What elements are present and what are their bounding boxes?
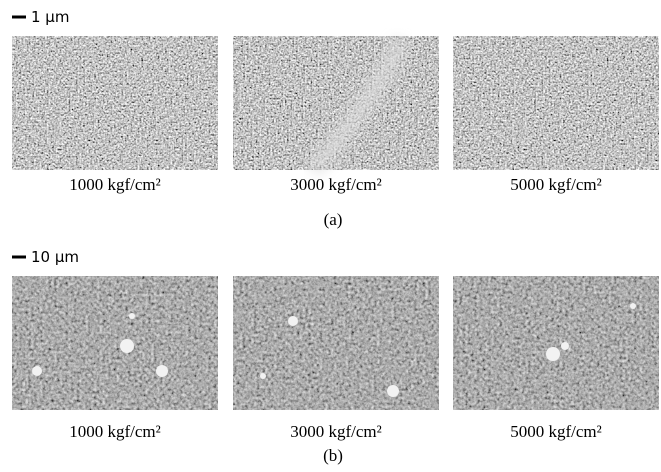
- image-caption: 5000 kgf/cm²: [510, 422, 602, 441]
- sem-image: [12, 276, 218, 410]
- particle: [561, 342, 569, 350]
- figure: 1 μm 1000 kgf/cm² 3000 kgf/cm² 5000 kgf/cm²…: [0, 0, 661, 472]
- image-caption: 3000 kgf/cm²: [290, 175, 382, 194]
- particle: [387, 385, 399, 397]
- sem-image: [233, 276, 439, 410]
- particle: [546, 347, 560, 361]
- panel-label: (b): [323, 446, 343, 465]
- particle: [288, 316, 298, 326]
- scale-bar-label: 1 μm: [31, 8, 69, 26]
- particle: [260, 373, 266, 379]
- image-caption: 1000 kgf/cm²: [69, 422, 161, 441]
- particle: [630, 303, 636, 309]
- panel-label: (a): [324, 210, 343, 229]
- image-caption: 5000 kgf/cm²: [510, 175, 602, 194]
- image-caption: 1000 kgf/cm²: [69, 175, 161, 194]
- particle: [156, 365, 168, 377]
- particle: [129, 313, 135, 319]
- sem-image: [453, 276, 659, 410]
- sem-image: [453, 36, 659, 170]
- scale-bar-label: 10 μm: [31, 248, 79, 266]
- image-caption: 3000 kgf/cm²: [290, 422, 382, 441]
- particle: [120, 339, 134, 353]
- particle: [32, 366, 42, 376]
- sem-image: [12, 36, 218, 170]
